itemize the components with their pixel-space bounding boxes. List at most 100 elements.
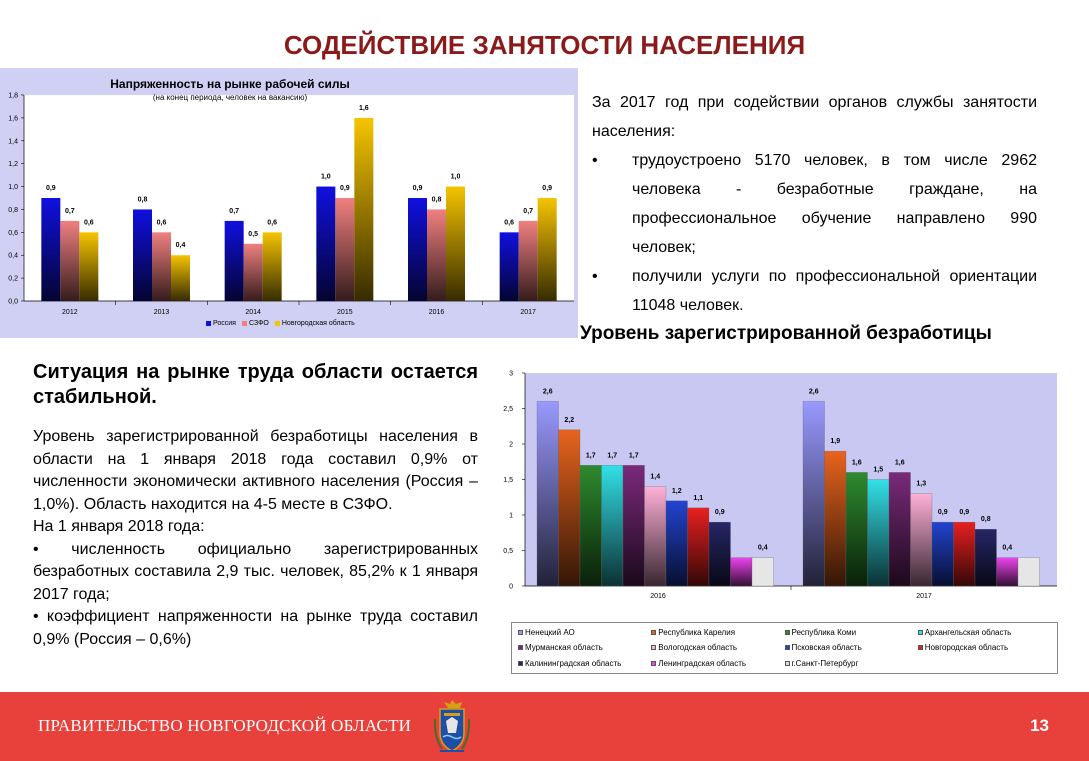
x-tick-label: 2012 — [62, 309, 78, 316]
tension-chart-subtitle: (на конец периода, человек на вакансию) — [152, 93, 308, 102]
legend-item: Республика Коми — [784, 627, 918, 638]
bar-сзфо — [518, 220, 538, 301]
data-label: 1,4 — [650, 474, 660, 481]
y-tick-label: 2,5 — [503, 406, 513, 413]
data-label: 0,9 — [413, 185, 423, 192]
data-label: 0,6 — [267, 219, 277, 226]
x-tick-label: 2014 — [245, 309, 261, 316]
x-tick-label: 2016 — [650, 593, 666, 600]
bar-region-1 — [824, 450, 847, 587]
bar-region-0 — [536, 401, 559, 587]
bar-region-7 — [687, 507, 710, 587]
bullet-item: • трудоустроено 5170 человек, в том числ… — [592, 146, 1037, 262]
legend-label: г.Санкт-Петербург — [791, 658, 859, 668]
tension-chart-legend: Россия СЗФО Новгородская область — [206, 320, 355, 327]
y-tick-label: 1,4 — [8, 138, 18, 145]
data-label: 0,9 — [715, 509, 725, 516]
data-label: 0,6 — [84, 219, 94, 226]
legend-item-szfo: СЗФО — [241, 320, 269, 327]
bar-новгородская-область — [354, 117, 374, 301]
unemployment-chart: 0 0,5 1 1,5 2 2,5 3 2,6 2,2 1,7 1,7 1,7 1,4 1,2 1,1 0,9… — [497, 367, 1073, 687]
data-label: 0,7 — [523, 208, 533, 215]
bar-region-1 — [558, 429, 581, 587]
legend-label: Псковская область — [791, 643, 862, 653]
bar-новгородская-область — [262, 232, 282, 301]
legend-label: Новгородская область — [924, 643, 1009, 653]
data-label: 1,1 — [693, 495, 703, 502]
y-tick-label: 3 — [509, 371, 513, 378]
legend-label: Калининградская область — [525, 658, 622, 668]
data-label: 0,9 — [959, 509, 969, 516]
situation-date-line: На 1 января 2018 года: — [33, 518, 205, 535]
data-label: 1,9 — [830, 438, 840, 445]
legend-item: Мурманская область — [518, 642, 651, 653]
bullet-mark: • — [592, 268, 598, 285]
bar-россия — [224, 220, 244, 301]
data-label: 1,7 — [607, 452, 617, 459]
y-tick-label: 0 — [509, 584, 513, 591]
x-tick-label: 2017 — [520, 309, 536, 316]
data-label: 0,9 — [938, 509, 948, 516]
data-label: 0,8 — [432, 196, 442, 203]
legend-swatch — [917, 645, 923, 651]
bar-region-9 — [730, 557, 753, 587]
footer-text: ПРАВИТЕЛЬСТВО НОВГОРОДСКОЙ ОБЛАСТИ — [38, 716, 412, 735]
bar-сзфо — [335, 198, 355, 301]
bar-region-4 — [888, 472, 911, 587]
legend-swatch — [241, 321, 247, 326]
legend-label: СЗФО — [248, 320, 269, 327]
data-label: 0,4 — [1002, 545, 1012, 552]
situation-paragraph: Уровень зарегистрированной безработицы н… — [33, 428, 478, 513]
bar-region-10 — [1017, 557, 1040, 587]
y-tick-label: 0,0 — [8, 299, 18, 306]
y-tick-label: 1,6 — [8, 115, 18, 122]
legend-item: Калининградская область — [518, 658, 651, 669]
data-label: 0,4 — [176, 242, 186, 249]
data-label: 0,4 — [758, 545, 768, 552]
data-label: 0,5 — [248, 231, 258, 238]
legend-item-novgorod: Новгородская область — [274, 320, 355, 327]
bullet-mark: • — [592, 152, 598, 169]
page-number: 13 — [1030, 716, 1049, 735]
y-tick-label: 1 — [509, 513, 513, 520]
legend-label: Республика Карелия — [658, 628, 736, 638]
data-label: 0,6 — [157, 219, 167, 226]
x-tick-label: 2013 — [154, 309, 170, 316]
plot-area — [24, 95, 574, 301]
bar-сзфо — [243, 243, 263, 301]
legend-swatch — [784, 660, 790, 666]
legend-swatch — [784, 645, 790, 651]
data-label: 0,9 — [340, 185, 350, 192]
data-label: 0,8 — [981, 516, 991, 523]
legend-label: Мурманская область — [525, 643, 603, 653]
tension-chart-svg: 0,0 0,2 0,4 0,6 0,8 1,0 1,2 1,4 1,6 1,8 0,9 0,7 0,6 2… — [8, 93, 574, 316]
bar-region-5 — [910, 493, 933, 587]
bar-region-5 — [644, 486, 667, 587]
bar-region-9 — [996, 557, 1019, 587]
data-label: 1,6 — [852, 459, 862, 466]
bar-россия — [133, 209, 152, 301]
legend-swatch — [206, 321, 211, 326]
bar-region-0 — [802, 401, 825, 587]
tension-chart: 0,0 0,2 0,4 0,6 0,8 1,0 1,2 1,4 1,6 1,8 0,9 0,7 0,6 2… — [0, 68, 578, 338]
y-tick-label: 1,2 — [8, 161, 18, 168]
bar-region-6 — [665, 500, 688, 587]
situation-bullet: • численность официально зарегистрирован… — [33, 540, 478, 603]
unemployment-chart-svg: 0 0,5 1 1,5 2 2,5 3 2,6 2,2 1,7 1,7 1,7 1,4 1,2 1,1 0,9… — [503, 371, 1057, 600]
intro-bullets: • трудоустроено 5170 человек, в том числ… — [592, 146, 1037, 320]
legend-swatch — [518, 660, 523, 666]
bar-region-10 — [751, 557, 774, 587]
bar-region-6 — [931, 521, 954, 587]
data-label: 1,7 — [629, 452, 639, 459]
bar-сзфо — [60, 220, 80, 301]
legend-item: Республика Карелия — [651, 627, 784, 638]
bar-новгородская-область — [537, 198, 557, 301]
data-label: 0,7 — [65, 208, 75, 215]
legend-swatch — [784, 630, 790, 636]
situation-bullet: • коэффициент напряженности на рынке тру… — [33, 608, 478, 648]
legend-swatch — [917, 630, 923, 636]
data-label: 1,6 — [895, 459, 905, 466]
legend-item: Вологодская область — [651, 642, 784, 653]
data-label: 2,2 — [564, 417, 574, 424]
data-label: 0,7 — [229, 208, 239, 215]
